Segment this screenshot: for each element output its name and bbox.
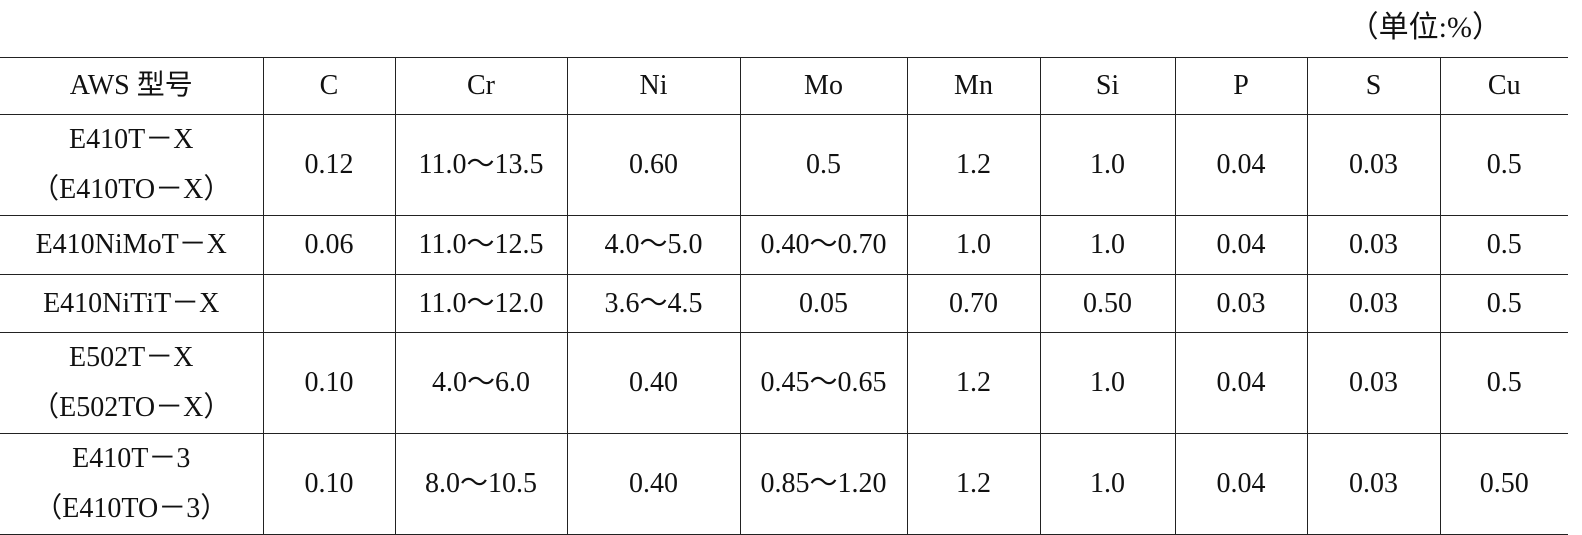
header-cell: Ni: [566, 57, 741, 115]
value-cell: 1.0: [1039, 114, 1176, 216]
value-cell: 0.50: [1039, 274, 1176, 333]
value-cell: 0.03: [1306, 433, 1441, 535]
model-line: E410T－3: [72, 443, 191, 474]
model-line: （E410TO－X）: [31, 174, 232, 205]
value-cell: 1.2: [906, 114, 1041, 216]
value-cell: 8.0～10.5: [394, 433, 568, 535]
value-cell: 0.40: [566, 332, 741, 434]
value-cell: 0.04: [1174, 433, 1308, 535]
model-cell: E410T－X （E410TO－X）: [0, 114, 264, 216]
composition-table: AWS 型号 C Cr Ni Mo Mn Si P S Cu E410T－X （E410TO－X） 0.…: [0, 57, 1568, 535]
value-cell: 11.0～13.5: [394, 114, 568, 216]
header-cell: C: [262, 57, 396, 115]
model-cell: E410NiTiT－X: [0, 274, 264, 333]
value-cell: 0.5: [1439, 274, 1568, 333]
value-cell: 1.0: [906, 215, 1041, 275]
value-cell: 0.03: [1306, 114, 1441, 216]
model-cell: E502T－X （E502TO－X）: [0, 332, 264, 434]
value-cell: 0.5: [739, 114, 908, 216]
value-cell: 0.50: [1439, 433, 1568, 535]
value-cell: 4.0～6.0: [394, 332, 568, 434]
data-row: E410NiMoT－X 0.06 11.0～12.5 4.0～5.0 0.40～0.70…: [0, 215, 1568, 275]
value-cell: 4.0～5.0: [566, 215, 741, 275]
unit-note: （单位:%）: [1348, 11, 1502, 44]
value-cell: 0.04: [1174, 114, 1308, 216]
value-cell: 11.0～12.5: [394, 215, 568, 275]
value-cell: 0.03: [1306, 332, 1441, 434]
value-cell: 0.40: [566, 433, 741, 535]
value-cell: 0.60: [566, 114, 741, 216]
header-cell: Cu: [1439, 57, 1568, 115]
data-row: E502T－X （E502TO－X） 0.10 4.0～6.0 0.40 0.45～0.6…: [0, 332, 1568, 434]
model-line: （E502TO－X）: [31, 392, 232, 423]
value-cell: 0.40～0.70: [739, 215, 908, 275]
header-row: AWS 型号 C Cr Ni Mo Mn Si P S Cu: [0, 57, 1568, 115]
header-cell: Mn: [906, 57, 1041, 115]
model-line: （E410TO－3）: [34, 493, 229, 524]
value-cell: 0.85～1.20: [739, 433, 908, 535]
model-line: E410T－X: [69, 124, 194, 155]
value-cell: 0.5: [1439, 215, 1568, 275]
header-cell: Si: [1039, 57, 1176, 115]
header-cell: Cr: [394, 57, 568, 115]
value-cell: 11.0～12.0: [394, 274, 568, 333]
value-cell: 0.5: [1439, 332, 1568, 434]
value-cell: 0.03: [1306, 215, 1441, 275]
value-cell: 1.0: [1039, 433, 1176, 535]
model-line: E502T－X: [69, 342, 194, 373]
data-row: E410T－X （E410TO－X） 0.12 11.0～13.5 0.60 0.5 1.2…: [0, 114, 1568, 216]
model-cell: E410T－3 （E410TO－3）: [0, 433, 264, 535]
model-cell: E410NiMoT－X: [0, 215, 264, 275]
value-cell: 0.45～0.65: [739, 332, 908, 434]
value-cell: 0.04: [1174, 332, 1308, 434]
value-cell: 0.70: [906, 274, 1041, 333]
value-cell: 1.2: [906, 433, 1041, 535]
value-cell: 0.04: [1174, 215, 1308, 275]
value-cell: 0.12: [262, 114, 396, 216]
value-cell: 0.5: [1439, 114, 1568, 216]
value-cell: 1.2: [906, 332, 1041, 434]
header-cell: S: [1306, 57, 1441, 115]
model-line: E410NiMoT－X: [35, 229, 227, 260]
header-cell: Mo: [739, 57, 908, 115]
value-cell: 0.03: [1174, 274, 1308, 333]
header-cell: P: [1174, 57, 1308, 115]
value-cell: 1.0: [1039, 332, 1176, 434]
value-cell: 0.10: [262, 332, 396, 434]
value-cell: 0.03: [1306, 274, 1441, 333]
data-row: E410T－3 （E410TO－3） 0.10 8.0～10.5 0.40 0.85～1.…: [0, 433, 1568, 535]
value-cell: 3.6～4.5: [566, 274, 741, 333]
model-line: E410NiTiT－X: [43, 287, 220, 319]
header-cell: AWS 型号: [0, 57, 264, 115]
value-cell: 1.0: [1039, 215, 1176, 275]
empty-cell: [262, 274, 396, 333]
value-cell: 0.05: [739, 274, 908, 333]
data-row: E410NiTiT－X 11.0～12.0 3.6～4.5 0.05 0.70 0.50 0…: [0, 274, 1568, 333]
value-cell: 0.06: [262, 215, 396, 275]
value-cell: 0.10: [262, 433, 396, 535]
